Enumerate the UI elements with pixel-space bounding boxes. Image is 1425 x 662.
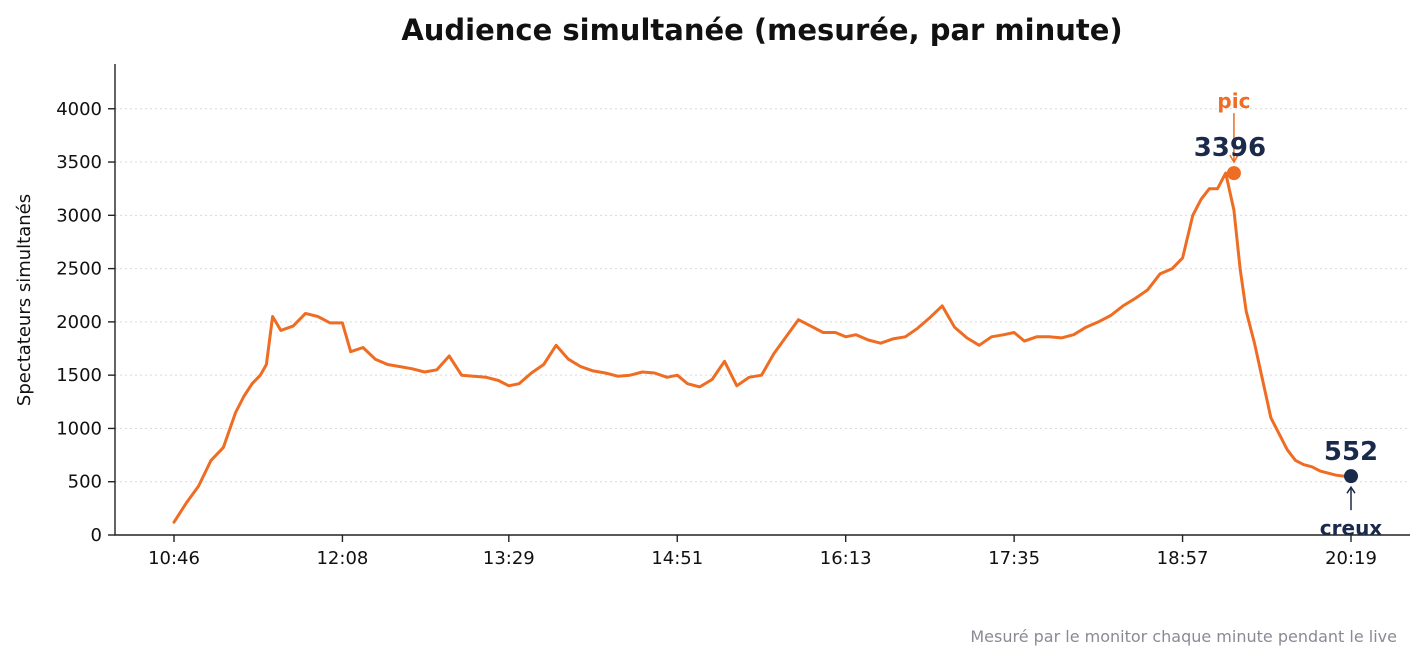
y-axis-label: Spectateurs simultanés [14,194,35,406]
footnote: Mesuré par le monitor chaque minute pend… [970,627,1397,646]
y-tick-label: 500 [68,472,102,493]
y-tick-label: 0 [91,525,102,546]
peak-marker [1226,166,1241,181]
y-tick-label: 4000 [56,99,102,120]
trough-value: 552 [1324,437,1378,467]
peak-label: pic [1217,89,1250,113]
y-tick-label: 2500 [56,259,102,280]
grid-lines [115,108,1410,483]
audience-series-line [172,171,1353,524]
y-tick-label: 3000 [56,205,102,226]
y-tick-label: 3500 [56,152,102,173]
y-tick-label: 2000 [56,312,102,333]
x-tick-label: 10:46 [148,548,200,569]
x-tick-label: 17:35 [988,548,1040,569]
chart-title: Audience simultanée (mesurée, par minute… [401,13,1122,47]
axes [114,64,1410,536]
y-tick-label: 1500 [56,365,102,386]
x-tick-label: 14:51 [651,548,703,569]
trough-label: creux [1320,516,1383,540]
trough-arrow-head [1346,485,1356,494]
x-tick-label: 13:29 [483,548,535,569]
x-tick-label: 16:13 [820,548,872,569]
y-tick-label: 1000 [56,418,102,439]
y-axis-ticks: 0 500 1000 1500 2000 2500 3000 3500 4000 [56,99,115,546]
x-tick-label: 18:57 [1157,548,1209,569]
x-tick-label: 12:08 [316,548,368,569]
annotations: pic 3396 creux 552 [1194,89,1383,540]
peak-value: 3396 [1194,133,1266,163]
x-tick-label: 20:19 [1325,548,1377,569]
x-axis-ticks: 10:46 12:08 13:29 14:51 16:13 17:35 18:57 20:19 [148,535,1377,569]
peak-arrow-head [1229,154,1239,164]
trough-marker [1344,469,1358,484]
